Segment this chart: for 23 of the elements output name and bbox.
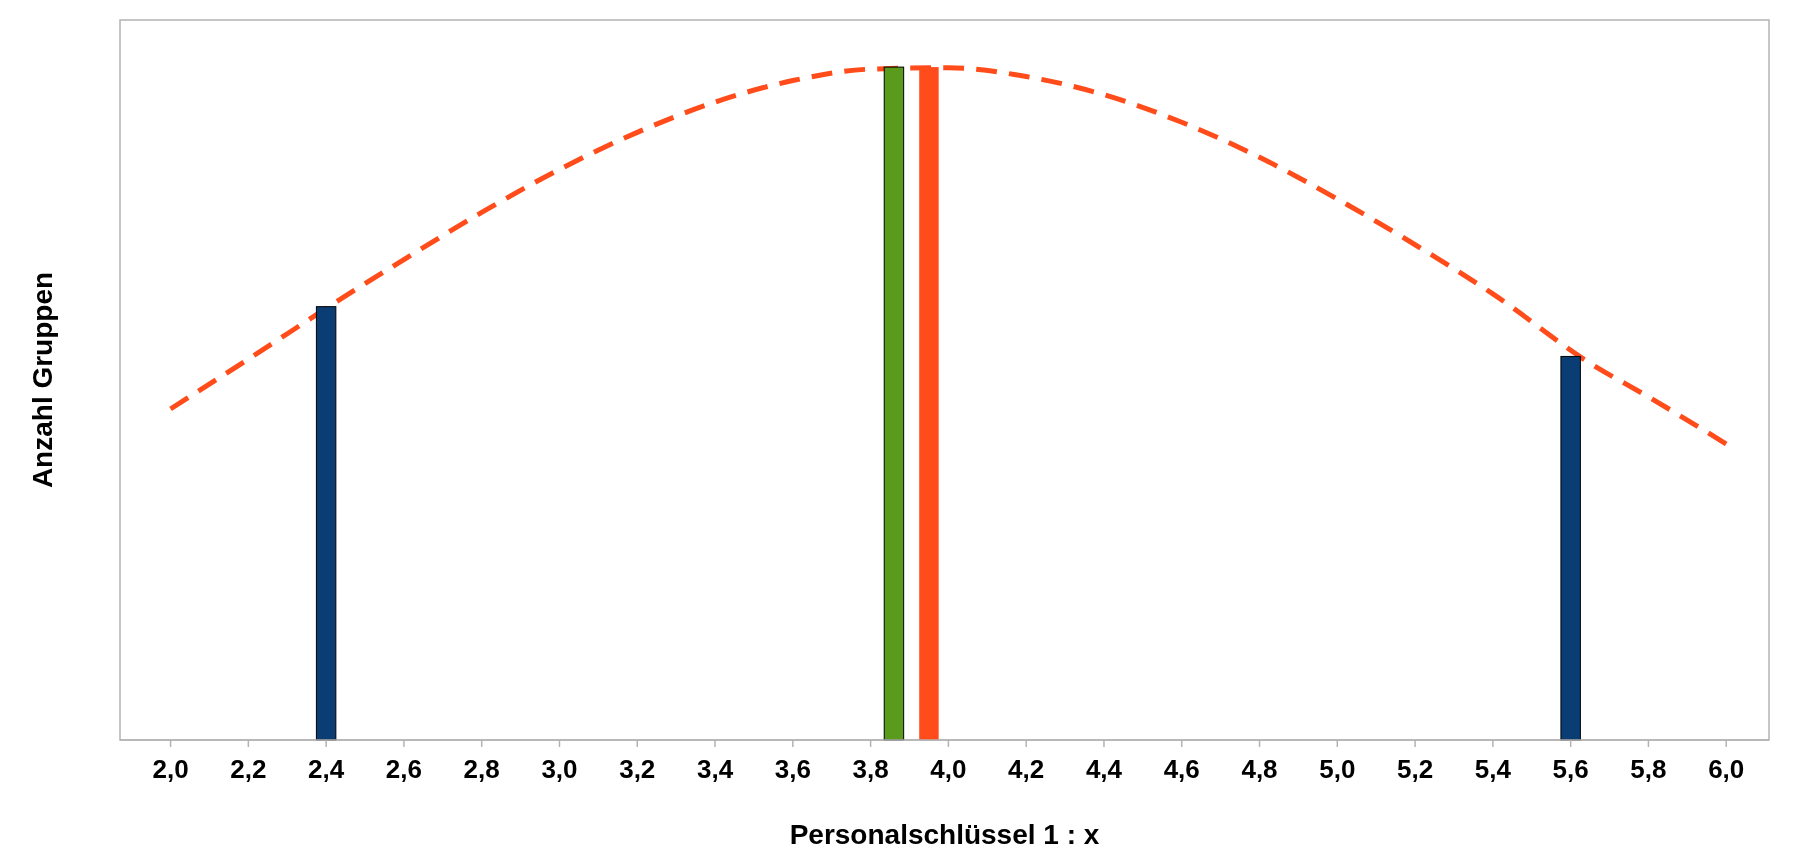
x-tick-label: 4,4 bbox=[1085, 754, 1123, 784]
x-axis-title: Personalschlüssel 1 : x bbox=[789, 819, 1100, 850]
x-tick-label: 4,0 bbox=[930, 754, 967, 784]
x-tick-label: 2,6 bbox=[385, 754, 422, 784]
x-tick-label: 5,4 bbox=[1474, 754, 1512, 784]
x-tick-label: 5,0 bbox=[1319, 754, 1356, 784]
x-tick-label: 5,6 bbox=[1552, 754, 1589, 784]
x-tick-label: 3,8 bbox=[852, 754, 889, 784]
x-tick-label: 2,2 bbox=[230, 754, 267, 784]
x-tick-label: 2,4 bbox=[308, 754, 345, 784]
y-axis-title: Anzahl Gruppen bbox=[27, 271, 58, 489]
x-tick-label: 2,8 bbox=[463, 754, 500, 784]
x-tick-label: 4,2 bbox=[1008, 754, 1045, 784]
x-tick-label: 4,6 bbox=[1163, 754, 1200, 784]
x-tick-label: 5,2 bbox=[1397, 754, 1434, 784]
x-tick-label: 3,6 bbox=[774, 754, 811, 784]
x-tick-label: 2,0 bbox=[152, 754, 189, 784]
x-tick-label: 6,0 bbox=[1708, 754, 1745, 784]
x-tick-label: 4,8 bbox=[1241, 754, 1278, 784]
x-tick-label: 3,4 bbox=[696, 754, 734, 784]
x-tick-label: 5,8 bbox=[1630, 754, 1667, 784]
x-tick-label: 3,2 bbox=[619, 754, 656, 784]
x-tick-label: 3,0 bbox=[541, 754, 578, 784]
